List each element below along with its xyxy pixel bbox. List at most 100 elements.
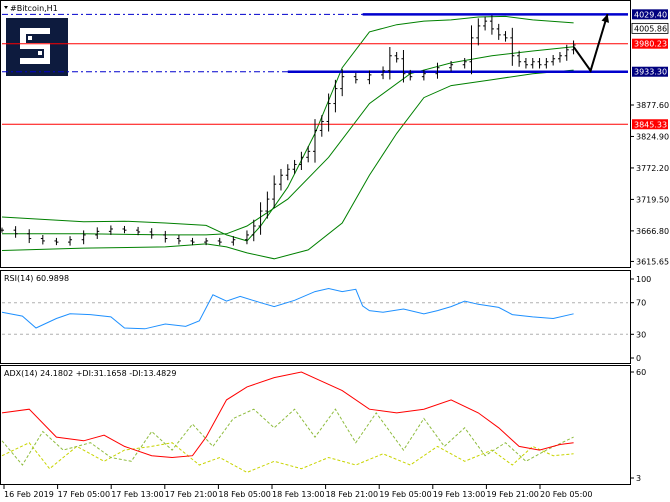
candle xyxy=(517,50,522,67)
collapse-triangle-icon[interactable] xyxy=(4,6,8,9)
projection-arrow xyxy=(572,13,610,73)
candle xyxy=(449,60,454,72)
rsi-tick-label: 0 xyxy=(636,354,641,363)
candle xyxy=(510,27,515,66)
adx-axis: 60 3 xyxy=(630,368,646,483)
candle xyxy=(489,15,494,35)
band-lower xyxy=(1,69,574,260)
candle xyxy=(122,225,127,234)
candle xyxy=(0,227,4,233)
broker-logo xyxy=(6,18,68,76)
time-tick-label: 17 Feb 13:00 xyxy=(111,490,163,499)
price-label-box xyxy=(632,38,668,49)
price-tick-label: 3877.60 xyxy=(636,101,669,110)
candle xyxy=(387,46,392,80)
candle xyxy=(265,191,270,219)
candle xyxy=(258,202,263,235)
candle xyxy=(136,226,141,236)
adx-series xyxy=(1,371,574,473)
candle xyxy=(149,228,154,239)
price-label: 3845.33 xyxy=(634,120,667,129)
candle xyxy=(40,235,45,245)
candle xyxy=(435,62,440,79)
candle xyxy=(544,57,549,69)
price-tick-label: 3772.20 xyxy=(636,164,669,173)
candle xyxy=(204,237,209,246)
time-tick-label: 19 Feb 13:00 xyxy=(433,490,485,499)
time-axis: 16 Feb 2019 17 Feb 05:00 17 Feb 13:00 17 Fe… xyxy=(3,485,592,499)
candle xyxy=(503,31,508,42)
candle xyxy=(394,52,399,63)
price-label: 4029.40 xyxy=(634,10,667,19)
projection-path xyxy=(572,13,609,73)
price-label: 4005.86 xyxy=(634,24,667,33)
candle xyxy=(299,151,304,170)
candle xyxy=(313,119,317,163)
adx-line xyxy=(1,371,574,459)
rsi-tick-label: 100 xyxy=(636,275,651,284)
price-axis: 3877.60 3824.90 3772.20 3719.50 3666.80 3615.… xyxy=(630,101,669,266)
price-label: 3933.30 xyxy=(634,68,667,77)
time-tick-label: 20 Feb 05:00 xyxy=(540,490,592,499)
candles xyxy=(0,15,576,246)
time-tick-label: 17 Feb 05:00 xyxy=(58,490,110,499)
rsi-line xyxy=(1,287,574,330)
rsi-axis: 100 70 30 0 xyxy=(630,275,651,363)
price-label: 3980.23 xyxy=(634,40,667,49)
candle xyxy=(523,57,528,69)
price-tick-label: 3824.90 xyxy=(636,132,669,141)
candle xyxy=(537,57,542,69)
time-tick-label: 18 Feb 13:00 xyxy=(272,490,324,499)
time-tick-label: 18 Feb 21:00 xyxy=(326,490,378,499)
candle xyxy=(278,168,283,191)
adx-panel xyxy=(0,365,631,485)
candle xyxy=(483,16,488,31)
price-tick-label: 3615.65 xyxy=(636,257,669,266)
candle xyxy=(551,55,556,66)
candle xyxy=(564,44,569,61)
candle xyxy=(163,230,168,243)
minus-di-line xyxy=(1,442,574,473)
candle xyxy=(530,57,535,69)
price-label-box xyxy=(632,119,668,130)
candle xyxy=(469,25,474,75)
time-tick-label: 18 Feb 05:00 xyxy=(218,490,270,499)
candle xyxy=(319,115,324,137)
rsi-tick-label: 30 xyxy=(636,330,646,339)
candle xyxy=(244,230,249,245)
candle xyxy=(421,69,426,81)
price-label-box xyxy=(632,66,668,77)
candle xyxy=(231,236,236,246)
candle xyxy=(217,237,222,246)
arrow-head-icon xyxy=(601,13,610,23)
adx-tick-label: 60 xyxy=(636,368,646,377)
price-tick-label: 3719.50 xyxy=(636,195,669,204)
chart-title: #Bitcoin,H1 xyxy=(10,4,58,13)
candle xyxy=(408,69,413,81)
candle xyxy=(557,52,562,63)
adx-label: ADX(14) 24.1802 +DI:31.1658 -DI:13.4829 xyxy=(4,369,176,378)
price-labels: 4029.40 4005.86 3980.23 3933.30 3845.33 xyxy=(631,9,669,130)
candle xyxy=(381,66,386,80)
candle xyxy=(54,237,59,246)
adx-tick-label: 3 xyxy=(636,474,641,483)
candle xyxy=(95,227,100,239)
price-label-box xyxy=(632,9,668,20)
rsi-panel xyxy=(0,270,631,364)
time-tick-label: 19 Feb 21:00 xyxy=(486,490,538,499)
candle xyxy=(401,49,406,83)
candle xyxy=(27,229,32,244)
candle xyxy=(306,146,311,163)
rsi-series xyxy=(1,287,628,335)
candle xyxy=(68,236,73,246)
candle xyxy=(176,235,181,245)
band-middle xyxy=(2,46,574,236)
candle xyxy=(496,23,501,40)
horizontal-levels xyxy=(2,13,628,125)
candle xyxy=(285,164,290,181)
candle xyxy=(476,18,481,46)
candle xyxy=(251,219,256,242)
candle xyxy=(108,225,113,235)
candle xyxy=(333,79,338,113)
